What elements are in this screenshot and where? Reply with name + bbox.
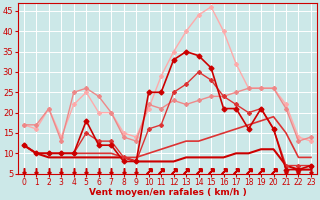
X-axis label: Vent moyen/en rafales ( km/h ): Vent moyen/en rafales ( km/h ) <box>89 188 246 197</box>
